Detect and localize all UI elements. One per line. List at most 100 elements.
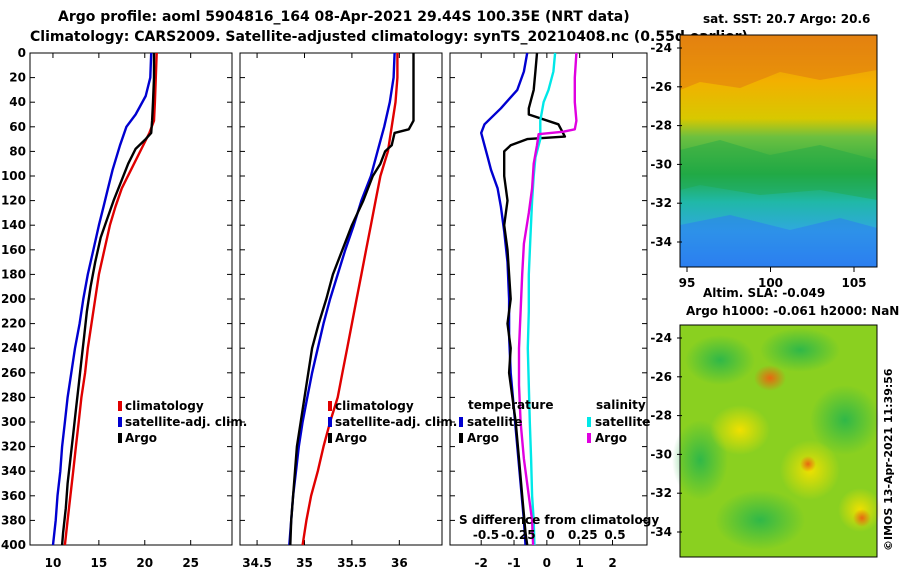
- sla-map-title-line2: Argo h1000: -0.061 h2000: NaN: [686, 304, 899, 318]
- depth-tick-label: 80: [9, 144, 26, 158]
- credit-text: ©IMOS 13-Apr-2021 11:39:56: [882, 368, 895, 551]
- sla-low-feature: [760, 328, 840, 372]
- lat-tick-label: -26: [650, 370, 672, 384]
- difference-panel-frame: [449, 52, 648, 546]
- depth-tick-label: 180: [1, 267, 26, 281]
- depth-tick-label: 100: [1, 169, 26, 183]
- depth-tick-label: 60: [9, 120, 26, 134]
- x-tick-label: -1: [507, 556, 520, 570]
- salinity-panel-frame: [239, 52, 443, 546]
- salinity-panel: 34.5 35 35.5 36: [240, 52, 442, 570]
- legend-swatch-argo: [328, 433, 332, 443]
- lat-tick-label: -30: [650, 157, 672, 171]
- lon-tick-label: 100: [758, 276, 783, 290]
- secondary-tick-label: 0.25: [568, 528, 598, 542]
- depth-tick-label: 400: [1, 538, 26, 552]
- secondary-tick-label: -0.5: [473, 528, 499, 542]
- sst-lon-axis: 95 100 105: [679, 267, 867, 290]
- legend-title-salinity: salinity: [596, 398, 646, 412]
- sst-map: [679, 34, 878, 268]
- legend-swatch-argo: [118, 433, 122, 443]
- legend-label-temp-satellite: satellite: [467, 415, 522, 429]
- secondary-tick-label: 0: [546, 528, 554, 542]
- difference-xlabel: S difference from climatology: [459, 513, 659, 527]
- x-tick-label: 15: [91, 556, 108, 570]
- x-tick-label: 20: [136, 556, 153, 570]
- lon-tick-label: 95: [679, 276, 696, 290]
- sla-peak-feature: [800, 456, 816, 472]
- salinity-legend: climatology satellite-adj. clim. Argo: [328, 399, 457, 445]
- lat-tick-label: -34: [650, 525, 672, 539]
- sla-low-feature: [685, 335, 755, 385]
- legend-swatch-temp-argo: [459, 433, 463, 443]
- legend-swatch-climatology: [328, 401, 332, 411]
- temperature-legend: climatology satellite-adj. clim. Argo: [118, 399, 247, 445]
- x-tick-label: 36: [391, 556, 408, 570]
- depth-tick-label: 220: [1, 317, 26, 331]
- depth-tick-label: 300: [1, 415, 26, 429]
- depth-tick-label: 380: [1, 513, 26, 527]
- legend-label-climatology: climatology: [335, 399, 414, 413]
- series-line-argo: [60, 53, 156, 546]
- sst-cool-region: [680, 215, 877, 267]
- secondary-tick-label: 0.5: [604, 528, 625, 542]
- lat-tick-label: -30: [650, 447, 672, 461]
- legend-label-climatology: climatology: [125, 399, 204, 413]
- sst-mid-region: [680, 140, 877, 200]
- sst-map-frame: [679, 34, 878, 268]
- sla-low-feature: [715, 490, 805, 550]
- sst-warm-region: [680, 35, 877, 90]
- x-tick-label: 25: [182, 556, 199, 570]
- difference-secondary-axis: -0.5 -0.25 0 0.25 0.5: [473, 528, 626, 542]
- sla-peak-feature: [853, 509, 871, 527]
- lat-tick-label: -34: [650, 235, 672, 249]
- header-line2: Climatology: CARS2009. Satellite-adjuste…: [30, 29, 748, 45]
- series-line-satellite-adj-clim-: [288, 52, 396, 546]
- lat-tick-label: -26: [650, 80, 672, 94]
- lat-tick-label: -28: [650, 119, 672, 133]
- series-line-temperature-argo: [503, 52, 567, 546]
- series-line-salinity-satellite: [526, 52, 557, 546]
- series-line-satellite-adj-clim-: [51, 52, 153, 546]
- depth-tick-label: 200: [1, 292, 26, 306]
- x-tick-label: 34.5: [242, 556, 272, 570]
- depth-tick-label: 140: [1, 218, 26, 232]
- legend-label-sal-argo: Argo: [595, 431, 627, 445]
- depth-tick-label: 240: [1, 341, 26, 355]
- sst-map-title: sat. SST: 20.7 Argo: 20.6: [703, 12, 870, 26]
- lat-tick-label: -28: [650, 409, 672, 423]
- header-line1: Argo profile: aoml 5904816_164 08-Apr-20…: [58, 9, 630, 25]
- legend-swatch-climatology: [118, 401, 122, 411]
- x-tick-label: 2: [608, 556, 616, 570]
- depth-tick-label: 0: [18, 46, 26, 60]
- sla-map-title-line1: Altim. SLA: -0.049: [703, 286, 825, 300]
- legend-title-temperature: temperature: [468, 398, 553, 412]
- depth-tick-label: 120: [1, 194, 26, 208]
- legend-label-sal-satellite: satellite: [595, 415, 650, 429]
- x-tick-label: 35.5: [337, 556, 367, 570]
- difference-panel: -2 -1 0 1 2: [450, 52, 647, 570]
- series-line-climatology: [301, 53, 399, 546]
- legend-label-satellite: satellite-adj. clim.: [335, 415, 457, 429]
- sla-low-feature: [810, 385, 880, 455]
- depth-tick-label: 320: [1, 440, 26, 454]
- x-tick-label: -2: [475, 556, 488, 570]
- sla-map: [672, 324, 882, 558]
- depth-tick-label: 360: [1, 489, 26, 503]
- lat-tick-label: -24: [650, 331, 672, 345]
- depth-tick-label: 160: [1, 243, 26, 257]
- legend-swatch-sal-argo: [587, 433, 591, 443]
- depth-tick-label: 260: [1, 366, 26, 380]
- legend-label-temp-argo: Argo: [467, 431, 499, 445]
- depth-tick-label: 20: [9, 71, 26, 85]
- x-tick-label: 0: [543, 556, 551, 570]
- secondary-tick-label: -0.25: [501, 528, 536, 542]
- depth-tick-label: 40: [9, 95, 26, 109]
- sst-lat-axis: -24 -26 -28 -30 -32 -34: [650, 41, 682, 249]
- legend-swatch-sal-satellite: [587, 417, 591, 427]
- legend-label-argo: Argo: [125, 431, 157, 445]
- lat-tick-label: -24: [650, 41, 672, 55]
- depth-axis: 0 20 40 60 80 100 120 140 160 180 200 220 240 260 280 3…: [1, 46, 26, 552]
- series-line-argo: [289, 53, 415, 546]
- legend-label-argo: Argo: [335, 431, 367, 445]
